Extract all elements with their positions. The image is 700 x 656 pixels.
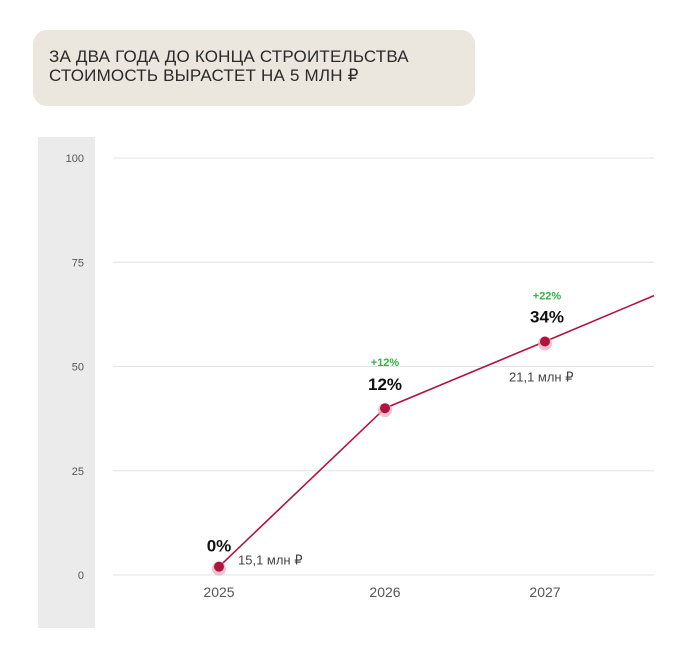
price-label: 15,1 млн ₽ <box>238 553 303 568</box>
series-line <box>218 294 655 568</box>
price-label: 21,1 млн ₽ <box>509 369 574 384</box>
change-label: +12% <box>371 357 400 369</box>
y-tick-label: 0 <box>78 570 84 582</box>
y-axis-band <box>38 137 95 628</box>
percent-label: 34% <box>530 307 564 326</box>
x-tick-label: 2027 <box>529 584 560 600</box>
y-tick-label: 100 <box>66 153 84 165</box>
headline-box: ЗА ДВА ГОДА ДО КОНЦА СТРОИТЕЛЬСТВА СТОИМ… <box>33 30 475 106</box>
percent-label: 0% <box>207 537 232 556</box>
y-tick-label: 75 <box>72 257 84 269</box>
y-tick-label: 50 <box>72 362 84 374</box>
headline-line-1: ЗА ДВА ГОДА ДО КОНЦА СТРОИТЕЛЬСТВА <box>49 47 409 66</box>
data-point <box>540 336 550 347</box>
x-tick-label: 2026 <box>369 584 400 600</box>
x-tick-label: 2025 <box>203 584 234 600</box>
y-tick-label: 25 <box>72 466 84 478</box>
data-point <box>380 403 390 414</box>
percent-label: 12% <box>368 375 402 394</box>
change-label: +22% <box>533 290 562 302</box>
data-point <box>214 561 224 572</box>
headline-line-2: СТОИМОСТЬ ВЫРАСТЕТ НА 5 МЛН ₽ <box>49 66 359 85</box>
